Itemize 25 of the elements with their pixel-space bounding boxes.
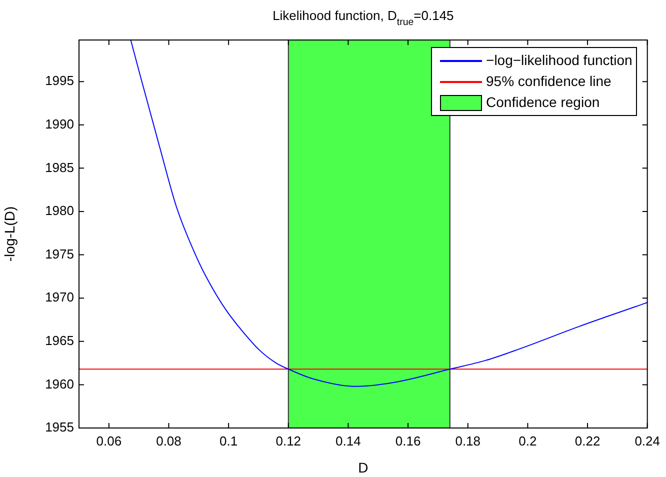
y-tick-label: 1985 bbox=[45, 160, 74, 175]
y-tick-label: 1975 bbox=[45, 246, 74, 262]
x-axis-title: D bbox=[358, 459, 368, 476]
y-axis-title: -log-L(D) bbox=[1, 206, 18, 262]
x-tick-label: 0.18 bbox=[455, 433, 481, 448]
x-tick-label: 0.08 bbox=[156, 433, 182, 448]
x-tick-label: 0.14 bbox=[336, 433, 361, 448]
line-series bbox=[130, 40, 648, 387]
x-tick-label: 0.12 bbox=[276, 433, 302, 448]
x-tick-label: 0.2 bbox=[518, 433, 537, 448]
x-tick-label: 0.24 bbox=[634, 433, 660, 448]
x-tick-label: 0.1 bbox=[220, 433, 238, 448]
y-tick-label: 1970 bbox=[45, 290, 74, 305]
x-tick-label: 0.16 bbox=[395, 433, 421, 448]
y-tick-label: 1980 bbox=[45, 203, 74, 218]
y-tick-label: 1965 bbox=[45, 332, 74, 348]
y-tick-label: 1955 bbox=[45, 420, 74, 435]
x-tick-label: 0.22 bbox=[574, 433, 600, 448]
legend-label: 95% confidence line bbox=[486, 72, 612, 91]
y-tick-label: 1960 bbox=[45, 376, 74, 392]
legend-label: −log−likelihood function bbox=[486, 51, 632, 70]
band-label: Confidence region bbox=[486, 93, 600, 112]
y-tick-label: 1990 bbox=[45, 116, 74, 132]
x-tick-label: 0.06 bbox=[96, 433, 122, 448]
y-tick-label: 1995 bbox=[45, 73, 74, 88]
